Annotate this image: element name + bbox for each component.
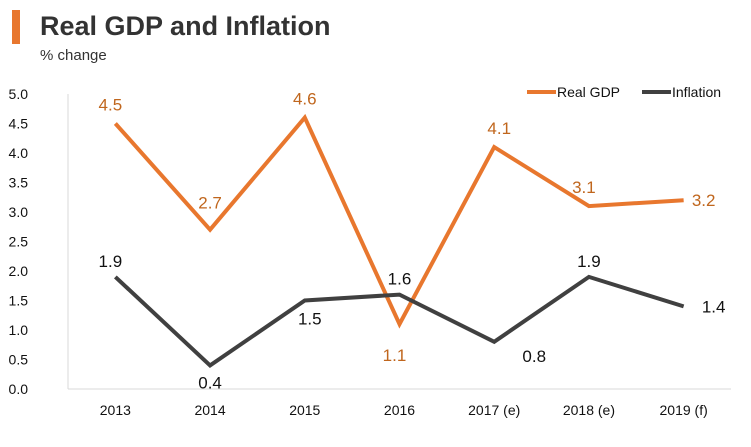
- data-label-inflation: 1.6: [388, 270, 412, 289]
- data-label-real-gdp: 4.6: [293, 90, 317, 109]
- x-tick-label: 2014: [194, 402, 225, 418]
- y-tick-label: 4.0: [9, 145, 29, 161]
- chart-title: Real GDP and Inflation: [40, 11, 331, 41]
- y-tick-label: 2.0: [9, 263, 29, 279]
- series-line-real-gdp: [113, 113, 684, 329]
- legend-label-inflation: Inflation: [672, 84, 721, 100]
- data-label-real-gdp: 3.2: [692, 191, 716, 210]
- chart-axes: 5.0 4.5 4.0 3.5 3.0 2.5 2.0 1.5 1.0 0.5 0.0 2013 201…: [9, 86, 731, 418]
- data-label-real-gdp: 2.7: [198, 194, 222, 213]
- data-label-inflation: 1.9: [99, 252, 123, 271]
- data-label-real-gdp: 3.1: [572, 178, 596, 197]
- y-tick-label: 1.5: [9, 293, 29, 309]
- y-tick-label: 5.0: [9, 86, 29, 102]
- chart-legend: Real GDP Inflation: [527, 84, 721, 100]
- series-line-inflation: [113, 274, 685, 368]
- data-label-real-gdp: 1.1: [383, 346, 407, 365]
- x-tick-label: 2017 (e): [468, 402, 520, 418]
- data-label-real-gdp: 4.1: [487, 119, 511, 138]
- y-tick-label: 2.5: [9, 234, 29, 250]
- y-tick-label: 1.0: [9, 322, 29, 338]
- data-label-inflation: 0.8: [522, 347, 546, 366]
- chart-subtitle: % change: [40, 47, 107, 64]
- data-label-real-gdp: 4.5: [99, 96, 123, 115]
- y-tick-label: 4.5: [9, 116, 29, 132]
- x-tick-label: 2015: [289, 402, 320, 418]
- chart-data-labels: 4.5 2.7 4.6 1.1 4.1 3.1 3.2 1.9 0.4 1.5 1.6 0.8 1.9 1…: [99, 90, 726, 393]
- data-label-inflation: 1.5: [298, 310, 322, 329]
- x-tick-label: 2013: [100, 402, 131, 418]
- x-tick-label: 2016: [384, 402, 415, 418]
- legend-label-real-gdp: Real GDP: [557, 84, 620, 100]
- y-tick-label: 0.5: [9, 352, 29, 368]
- y-tick-label: 3.5: [9, 175, 29, 191]
- data-label-inflation: 1.4: [702, 297, 726, 316]
- y-tick-label: 3.0: [9, 204, 29, 220]
- y-tick-label: 0.0: [9, 381, 29, 397]
- title-accent-bar: [12, 10, 20, 44]
- x-tick-label: 2019 (f): [660, 402, 708, 418]
- x-tick-label: 2018 (e): [563, 402, 615, 418]
- data-label-inflation: 0.4: [198, 373, 222, 392]
- data-label-inflation: 1.9: [577, 252, 601, 271]
- chart-lines: [113, 113, 685, 368]
